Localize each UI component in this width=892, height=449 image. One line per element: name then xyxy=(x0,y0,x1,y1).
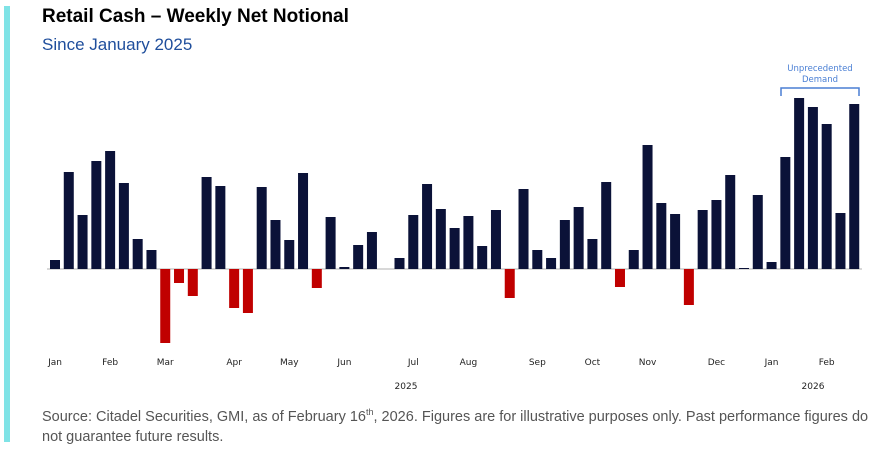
x-tick-label: Dec xyxy=(708,358,725,368)
bar xyxy=(63,172,74,269)
accent-bar xyxy=(4,6,10,442)
bar xyxy=(807,107,818,269)
year-label: 2025 xyxy=(395,382,418,392)
bar xyxy=(628,250,639,269)
bar xyxy=(339,267,350,269)
bar xyxy=(614,269,625,287)
bar xyxy=(435,209,446,269)
bar xyxy=(242,269,253,313)
bar xyxy=(77,215,88,269)
source-note: Source: Citadel Securities, GMI, as of F… xyxy=(42,402,872,447)
bar xyxy=(256,187,267,269)
bar xyxy=(752,195,763,269)
bar xyxy=(311,269,322,288)
bar xyxy=(794,98,805,269)
bar xyxy=(201,177,212,269)
bar xyxy=(477,246,488,269)
bar xyxy=(656,203,667,269)
x-tick-label: Mar xyxy=(157,358,174,368)
bar xyxy=(463,216,474,269)
bar xyxy=(298,173,309,269)
bar xyxy=(394,258,405,269)
bar xyxy=(160,269,171,343)
bar xyxy=(504,269,515,298)
bar xyxy=(849,104,860,269)
bar xyxy=(490,210,501,269)
bar xyxy=(91,161,102,269)
annotation: Unprecedented xyxy=(787,64,852,74)
bar xyxy=(766,262,777,269)
bar xyxy=(132,239,143,269)
x-tick-label: Oct xyxy=(585,358,601,368)
bar xyxy=(683,269,694,305)
bar xyxy=(229,269,240,308)
x-tick-label: Jan xyxy=(47,358,62,368)
bar xyxy=(835,213,846,269)
source-sup: th xyxy=(365,407,374,417)
x-tick-label: Sep xyxy=(529,358,546,368)
bar xyxy=(187,269,198,296)
bar xyxy=(559,220,570,269)
bar xyxy=(739,268,749,269)
bar xyxy=(449,228,460,269)
source-text: , 2026. Figures are for illustrative pur… xyxy=(42,408,869,445)
bar xyxy=(325,217,336,269)
chart: Jan Feb Mar Apr May Jun Jul Aug Sep Oct Nov Dec Jan F… xyxy=(47,64,862,392)
chart-title: Retail Cash – Weekly Net Notional xyxy=(42,6,349,27)
year-label: 2026 xyxy=(802,382,825,392)
x-tick-label: Feb xyxy=(102,358,118,368)
bar xyxy=(532,250,543,269)
bar xyxy=(284,240,295,269)
bar xyxy=(697,210,708,269)
x-tick-label: Apr xyxy=(226,358,242,368)
bar xyxy=(518,189,529,269)
bar xyxy=(587,239,598,269)
x-tick-label: Jan xyxy=(764,358,779,368)
bar xyxy=(215,186,226,269)
x-tick-label: Jun xyxy=(336,358,351,368)
bar xyxy=(422,184,433,269)
x-tick-label: Jul xyxy=(407,358,419,368)
bar xyxy=(270,220,281,269)
bar xyxy=(642,145,653,269)
bar xyxy=(711,200,722,269)
x-tick-label: May xyxy=(280,358,299,368)
x-tick-label: Aug xyxy=(460,358,478,368)
bar xyxy=(174,269,185,283)
bar xyxy=(573,207,584,269)
bar xyxy=(353,245,364,269)
bar xyxy=(601,182,612,269)
x-tick-label: Nov xyxy=(639,358,657,368)
bar xyxy=(146,250,157,269)
bar xyxy=(105,151,116,269)
bar xyxy=(780,157,791,269)
chart-subtitle: Since January 2025 xyxy=(42,35,193,54)
annotation-bracket xyxy=(780,87,860,96)
bar xyxy=(118,183,129,269)
bar xyxy=(821,124,832,269)
bar xyxy=(366,232,377,269)
bar xyxy=(725,175,736,269)
bar xyxy=(50,260,60,269)
source-text: Source: Citadel Securities, GMI, as of F… xyxy=(42,408,366,425)
bar xyxy=(408,215,419,269)
x-tick-label: Feb xyxy=(819,358,835,368)
bar xyxy=(670,214,681,269)
bar xyxy=(546,258,557,269)
annotation: Demand xyxy=(802,75,838,85)
